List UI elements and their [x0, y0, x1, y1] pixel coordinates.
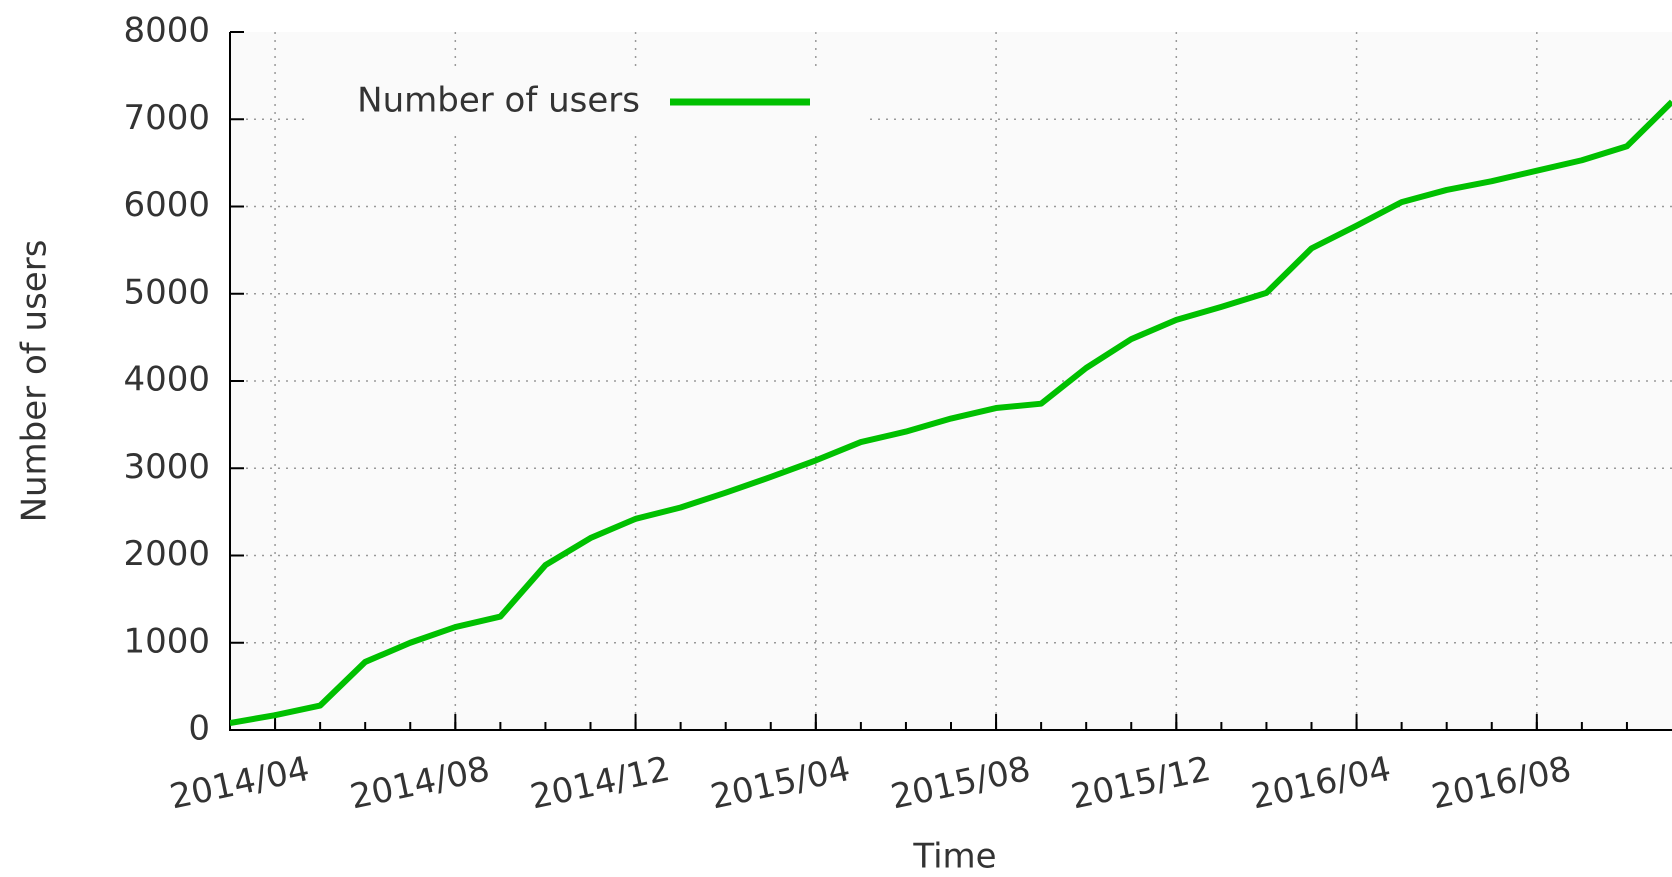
x-tick-label: 2014/08 — [347, 749, 493, 817]
x-tick-label: 2014/12 — [527, 749, 673, 817]
x-tick-label: 2016/08 — [1428, 749, 1574, 817]
x-tick-label: 2015/12 — [1068, 749, 1214, 817]
x-axis-label: Time — [912, 837, 996, 877]
x-tick-label: 2015/08 — [887, 749, 1033, 817]
series — [230, 99, 1672, 726]
y-tick-label: 4000 — [123, 360, 210, 400]
axis-frame — [229, 32, 1672, 731]
y-tick-label: 3000 — [123, 447, 210, 487]
x-tick-label: 2014/04 — [166, 749, 312, 817]
y-tick-label: 2000 — [123, 534, 210, 574]
x-tick-label: 2016/04 — [1248, 749, 1394, 817]
y-tick-label: 6000 — [123, 185, 210, 225]
data-line — [230, 99, 1672, 726]
y-axis-label: Number of users — [15, 240, 55, 523]
y-tick-label: 8000 — [123, 11, 210, 51]
y-tick-label: 5000 — [123, 272, 210, 312]
x-tick-label: 2015/04 — [707, 749, 853, 817]
y-tick-label: 0 — [188, 709, 210, 749]
y-tick-label: 1000 — [123, 621, 210, 661]
legend-label: Number of users — [357, 81, 640, 121]
y-tick-label: 7000 — [123, 98, 210, 138]
